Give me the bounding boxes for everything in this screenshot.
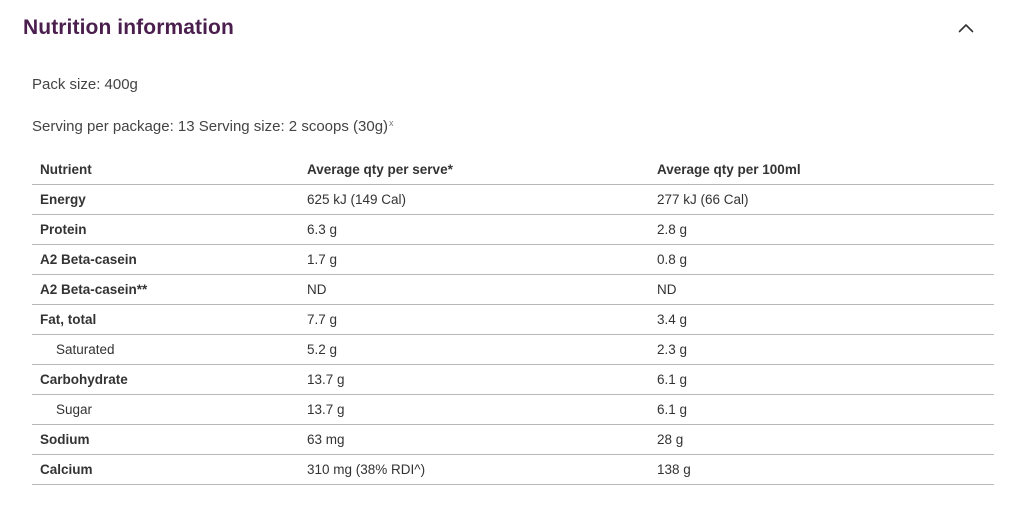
nutrient-cell: Protein [32, 214, 299, 245]
per-serve-cell: 625 kJ (149 Cal) [299, 184, 649, 215]
nutrient-cell: Fat, total [32, 304, 299, 335]
chevron-up-icon [958, 24, 974, 33]
nutrition-table-body: Energy 625 kJ (149 Cal) 277 kJ (66 Cal) Pro… [32, 184, 994, 485]
per-serve-cell: 1.7 g [299, 244, 649, 275]
table-row: Energy 625 kJ (149 Cal) 277 kJ (66 Cal) [32, 184, 994, 215]
table-row: Protein 6.3 g 2.8 g [32, 214, 994, 245]
per-serve-cell: 310 mg (38% RDI^) [299, 454, 649, 485]
per-100ml-cell: ND [649, 274, 994, 305]
per-100ml-cell: 6.1 g [649, 364, 994, 395]
table-row: Saturated 5.2 g 2.3 g [32, 334, 994, 365]
serving-text: Serving per package: 13 Serving size: 2 … [32, 118, 389, 135]
accordion-header[interactable]: Nutrition information [0, 0, 1013, 58]
table-row: Carbohydrate 13.7 g 6.1 g [32, 364, 994, 395]
section-title: Nutrition information [23, 16, 234, 39]
nutrient-cell: Carbohydrate [32, 364, 299, 395]
per-serve-cell: 13.7 g [299, 394, 649, 425]
nutrient-cell: Saturated [32, 334, 299, 365]
serving-info: Serving per package: 13 Serving size: 2 … [32, 117, 394, 137]
column-header-nutrient: Nutrient [32, 155, 299, 185]
nutrition-table: Nutrient Average qty per serve* Average … [32, 155, 994, 485]
nutrient-cell: Calcium [32, 454, 299, 485]
per-serve-cell: 5.2 g [299, 334, 649, 365]
pack-size: Pack size: 400g [32, 76, 138, 93]
table-row: Calcium 310 mg (38% RDI^) 138 g [32, 454, 994, 485]
per-100ml-cell: 277 kJ (66 Cal) [649, 184, 994, 215]
per-serve-cell: 63 mg [299, 424, 649, 455]
nutrient-cell: A2 Beta-casein [32, 244, 299, 275]
nutrient-cell: Sodium [32, 424, 299, 455]
table-row: Sodium 63 mg 28 g [32, 424, 994, 455]
per-100ml-cell: 0.8 g [649, 244, 994, 275]
per-100ml-cell: 28 g [649, 424, 994, 455]
per-100ml-cell: 138 g [649, 454, 994, 485]
table-header-row: Nutrient Average qty per serve* Average … [32, 155, 994, 185]
serving-footnote-mark: x [389, 118, 394, 128]
per-serve-cell: 7.7 g [299, 304, 649, 335]
nutrient-cell: A2 Beta-casein** [32, 274, 299, 305]
table-row: Sugar 13.7 g 6.1 g [32, 394, 994, 425]
column-header-per-serve: Average qty per serve* [299, 155, 649, 185]
per-100ml-cell: 6.1 g [649, 394, 994, 425]
nutrient-cell: Energy [32, 184, 299, 215]
per-serve-cell: ND [299, 274, 649, 305]
table-row: A2 Beta-casein 1.7 g 0.8 g [32, 244, 994, 275]
column-header-per-100ml: Average qty per 100ml [649, 155, 994, 185]
per-100ml-cell: 2.8 g [649, 214, 994, 245]
table-row: A2 Beta-casein** ND ND [32, 274, 994, 305]
nutrient-cell: Sugar [32, 394, 299, 425]
per-100ml-cell: 3.4 g [649, 304, 994, 335]
per-serve-cell: 6.3 g [299, 214, 649, 245]
per-100ml-cell: 2.3 g [649, 334, 994, 365]
per-serve-cell: 13.7 g [299, 364, 649, 395]
collapse-button[interactable] [950, 14, 982, 42]
table-row: Fat, total 7.7 g 3.4 g [32, 304, 994, 335]
